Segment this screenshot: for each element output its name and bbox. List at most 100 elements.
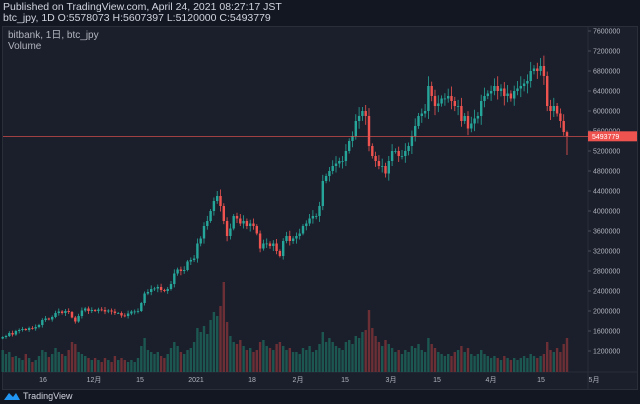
volume-bar [456,350,460,372]
volume-bar [404,350,407,372]
volume-bar [80,354,84,372]
candle-body [206,221,209,226]
volume-bar [67,350,70,372]
time-tick-label: 18 [248,377,256,384]
volume-bar [443,356,447,372]
volume-bar [11,357,14,372]
price-tick-label: 4400000 [593,189,620,196]
volume-bar [97,360,100,372]
time-tick-label: 16 [39,377,47,384]
candle-body [489,91,493,94]
time-tick-label: 15 [537,377,545,384]
candle-body [351,136,354,141]
volume-bar [503,356,506,372]
candle-body [70,312,74,318]
candle-body [202,226,206,239]
volume-bar [318,344,321,372]
volume-bar [480,350,483,372]
volume-bar [542,354,546,372]
candle-body [229,228,232,236]
volume-bar [410,346,414,372]
candle-body [130,311,133,314]
candle-body [146,292,150,294]
candle-body [513,91,516,99]
candle-body [374,156,377,161]
candle-body [252,223,255,226]
symbol-legend[interactable]: bitbank, 1日, btc_jpy [8,30,99,41]
candle-body [526,81,529,84]
volume-bar [212,312,216,372]
volume-bar [37,356,41,372]
candle-body [67,311,70,312]
candle-body [499,88,503,91]
candle-body [529,71,532,81]
volume-bar [153,354,156,372]
volume-bar [21,360,24,372]
candle-body [338,161,341,164]
volume-bar [140,346,143,372]
candle-body [311,216,315,219]
volume-bar [258,342,262,372]
volume-bar [367,310,371,372]
chart-legend: bitbank, 1日, btc_jpy Volume [8,30,99,52]
candle-body [275,243,278,251]
candle-body [361,111,364,116]
candle-body [225,221,229,236]
volume-bar [526,358,529,372]
current-price-label: 5493779 [592,134,619,141]
volume-bar [74,344,77,372]
volume-bar [90,360,93,372]
candle-body [295,236,298,239]
candle-body [278,251,282,256]
candle-body [324,176,328,181]
candle-body [140,303,143,311]
volume-bar [351,344,354,372]
volume-legend[interactable]: Volume [8,41,42,52]
price-tick-label: 2800000 [593,269,620,276]
volume-bar [549,350,552,372]
volume-bar [8,352,11,372]
candle-body [519,86,522,89]
candle-body [60,311,64,313]
candle-body [107,310,110,312]
candle-body [496,86,499,91]
candle-body [476,116,480,119]
chart-header: Published on TradingView.com, April 24, … [3,2,282,24]
volume-bar [536,358,539,372]
volume-bar [364,330,367,372]
volume-bar [31,362,34,372]
candle-body [24,329,27,330]
candle-body [41,320,44,325]
ohlc-readout: btc_jpy, 1D O:5578073 H:5607397 L:512000… [3,12,271,24]
candle-body [265,243,268,245]
volume-bar [100,362,103,372]
volume-bar [110,362,113,372]
candle-body [77,316,80,322]
volume-bar [394,352,397,372]
volume-bar [235,344,239,372]
candle-body [186,261,189,270]
candle-body [437,103,440,106]
candle-body [456,106,460,107]
volume-bar [41,350,44,372]
candle-body [357,116,361,121]
volume-bar [87,358,90,372]
candle-body [503,88,506,96]
volume-bar [113,356,117,372]
volume-bar [298,354,301,372]
volume-bar [166,354,169,372]
volume-bar [1,350,4,372]
volume-bar [57,352,60,372]
candle-body [285,236,288,241]
candle-body [433,96,437,106]
candle-body [54,313,57,317]
candle-body [328,171,331,176]
volume-bar [357,338,361,372]
candle-body [136,311,140,312]
volume-bar [27,358,31,372]
candle-body [120,313,123,316]
volume-bar [460,346,463,372]
volume-bar [4,354,8,372]
volume-bar [225,322,229,372]
